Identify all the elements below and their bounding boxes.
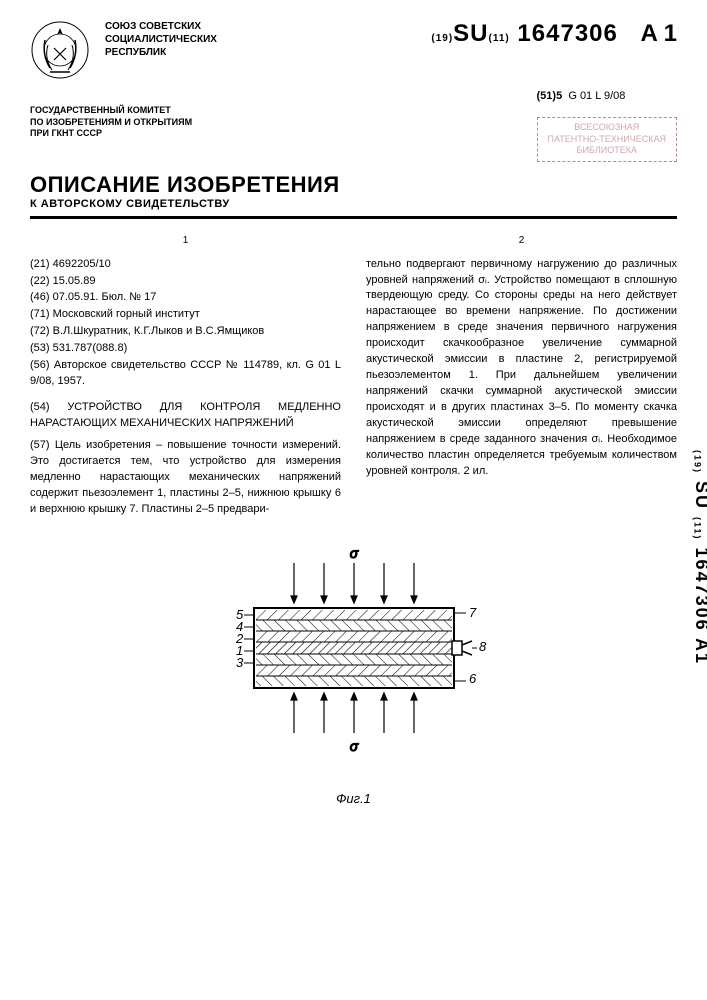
header-row: СОЮЗ СОВЕТСКИХ СОЦИАЛИСТИЧЕСКИХ РЕСПУБЛИ… bbox=[30, 20, 677, 80]
union-title: СОЮЗ СОВЕТСКИХ СОЦИАЛИСТИЧЕСКИХ РЕСПУБЛИ… bbox=[105, 20, 416, 59]
code-19: (19) bbox=[431, 33, 453, 44]
stamp-line: БИБЛИОТЕКА bbox=[548, 145, 666, 157]
field-53: (53) 531.787(088.8) bbox=[30, 341, 341, 357]
column-left: 1 (21) 4692205/10 (22) 15.05.89 (46) 07.… bbox=[30, 234, 341, 518]
field-21: (21) 4692205/10 bbox=[30, 257, 341, 273]
sigma-top: σ bbox=[349, 545, 358, 561]
figure-svg: σ bbox=[174, 543, 534, 783]
class-code: G 01 L 9/08 bbox=[568, 90, 625, 102]
callout-8: 8 bbox=[479, 639, 487, 654]
ipc-class: (51)5 G 01 L 9/08 bbox=[537, 90, 677, 102]
main-title: ОПИСАНИЕ ИЗОБРЕТЕНИЯ bbox=[30, 172, 677, 198]
column-number: 2 bbox=[366, 234, 677, 249]
side-patent-code: (19) SU (11) 1647306 A1 bbox=[691, 450, 707, 665]
field-56: (56) Авторское свидетельство СССР № 1147… bbox=[30, 358, 341, 390]
divider bbox=[30, 216, 677, 219]
field-71: (71) Московский горный институт bbox=[30, 307, 341, 323]
column-number: 1 bbox=[30, 234, 341, 249]
callout-7: 7 bbox=[469, 605, 477, 620]
field-72: (72) В.Л.Шкуратник, К.Г.Лыков и В.С.Ямщи… bbox=[30, 324, 341, 340]
country-code: SU bbox=[453, 20, 488, 47]
figure-1: σ bbox=[30, 543, 677, 806]
field-22: (22) 15.05.89 bbox=[30, 274, 341, 290]
sub-title: К АВТОРСКОМУ СВИДЕТЕЛЬСТВУ bbox=[30, 198, 677, 210]
library-stamp: ВСЕСОЮЗНАЯ ПАТЕНТНО-ТЕХНИЧЕСКАЯ БИБЛИОТЕ… bbox=[537, 117, 677, 162]
stamp-line: ВСЕСОЮЗНАЯ bbox=[548, 122, 666, 134]
abstract-part1: (57) Цель изобретения – повышение точнос… bbox=[30, 438, 341, 518]
field-46: (46) 07.05.91. Бюл. № 17 bbox=[30, 290, 341, 306]
field-54-title: (54) УСТРОЙСТВО ДЛЯ КОНТРОЛЯ МЕДЛЕННО НА… bbox=[30, 400, 341, 432]
device-body bbox=[254, 608, 472, 688]
patent-number: 1647306 bbox=[517, 20, 617, 47]
figure-label: Фиг.1 bbox=[30, 791, 677, 806]
code-11: (11) bbox=[489, 33, 510, 44]
sigma-bottom: σ bbox=[349, 738, 358, 754]
callout-6: 6 bbox=[469, 671, 477, 686]
committee-text: ГОСУДАРСТВЕННЫЙ КОМИТЕТ ПО ИЗОБРЕТЕНИЯМ … bbox=[30, 105, 192, 140]
bibliographic-data: (21) 4692205/10 (22) 15.05.89 (46) 07.05… bbox=[30, 257, 341, 391]
stamp-line: ПАТЕНТНО-ТЕХНИЧЕСКАЯ bbox=[548, 134, 666, 146]
patent-suffix: A 1 bbox=[641, 20, 677, 47]
callout-3: 3 bbox=[236, 655, 244, 670]
class-prefix: (51)5 bbox=[537, 90, 563, 102]
body-columns: 1 (21) 4692205/10 (22) 15.05.89 (46) 07.… bbox=[30, 234, 677, 518]
abstract-part2: тельно подвергают первичному нагружению … bbox=[366, 257, 677, 480]
ussr-emblem bbox=[30, 20, 90, 80]
patent-number-block: (19)SU(11) 1647306 A 1 bbox=[431, 20, 677, 48]
column-right: 2 тельно подвергают первичному нагружени… bbox=[366, 234, 677, 518]
classification-row: ГОСУДАРСТВЕННЫЙ КОМИТЕТ ПО ИЗОБРЕТЕНИЯМ … bbox=[30, 90, 677, 162]
